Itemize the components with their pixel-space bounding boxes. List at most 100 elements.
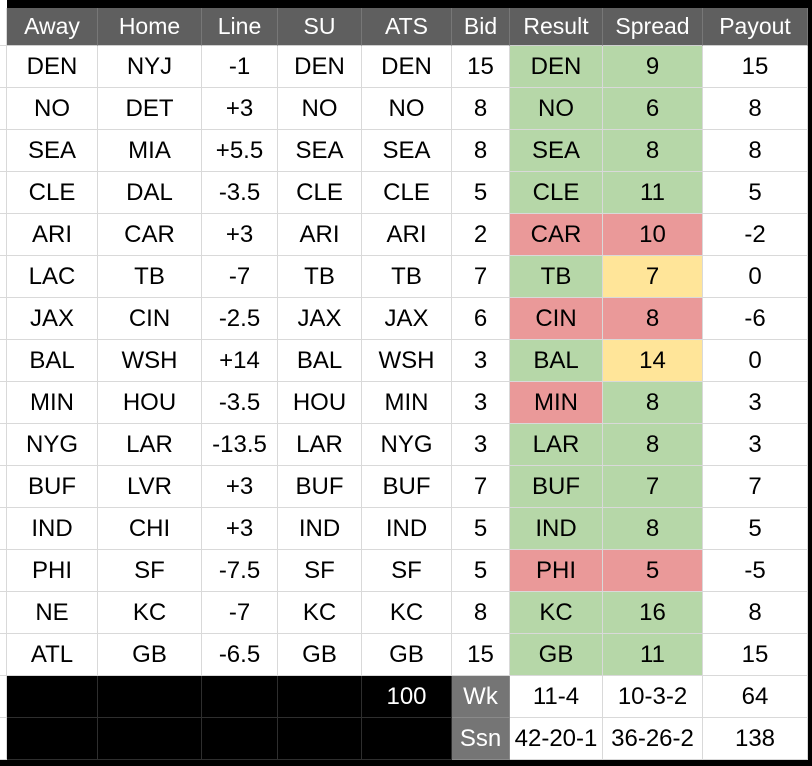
bid-cell[interactable]: 7 [452, 256, 510, 298]
season-su-cell[interactable] [278, 718, 362, 760]
away-cell[interactable]: PHI [7, 550, 98, 592]
away-cell[interactable]: ARI [7, 214, 98, 256]
header-away[interactable]: Away [7, 8, 98, 46]
payout-cell[interactable]: 8 [703, 130, 808, 172]
header-home[interactable]: Home [98, 8, 202, 46]
result-cell[interactable]: CAR [510, 214, 603, 256]
payout-cell[interactable]: 8 [703, 592, 808, 634]
line-cell[interactable]: -7 [202, 592, 278, 634]
result-cell[interactable]: SEA [510, 130, 603, 172]
home-cell[interactable]: CHI [98, 508, 202, 550]
payout-cell[interactable]: -2 [703, 214, 808, 256]
away-cell[interactable]: JAX [7, 298, 98, 340]
home-cell[interactable]: LVR [98, 466, 202, 508]
result-cell[interactable]: PHI [510, 550, 603, 592]
ats-cell[interactable]: NO [362, 88, 452, 130]
week-home-cell[interactable] [98, 676, 202, 718]
payout-cell[interactable]: 7 [703, 466, 808, 508]
spread-cell[interactable]: 10 [603, 214, 703, 256]
bid-total-cell[interactable]: 100 [362, 676, 452, 718]
season-ats-cell[interactable] [362, 718, 452, 760]
bid-cell[interactable]: 7 [452, 466, 510, 508]
ats-cell[interactable]: CLE [362, 172, 452, 214]
payout-cell[interactable]: -6 [703, 298, 808, 340]
ats-cell[interactable]: ARI [362, 214, 452, 256]
ats-cell[interactable]: SF [362, 550, 452, 592]
spread-cell[interactable]: 8 [603, 382, 703, 424]
week-spread-cell[interactable]: 10-3-2 [603, 676, 703, 718]
spread-cell[interactable]: 14 [603, 340, 703, 382]
season-spread-cell[interactable]: 36-26-2 [603, 718, 703, 760]
result-cell[interactable]: KC [510, 592, 603, 634]
line-cell[interactable]: +3 [202, 466, 278, 508]
home-cell[interactable]: DET [98, 88, 202, 130]
result-cell[interactable]: TB [510, 256, 603, 298]
home-cell[interactable]: CIN [98, 298, 202, 340]
payout-cell[interactable]: 15 [703, 46, 808, 88]
away-cell[interactable]: BUF [7, 466, 98, 508]
spread-cell[interactable]: 16 [603, 592, 703, 634]
header-result[interactable]: Result [510, 8, 603, 46]
week-payout-cell[interactable]: 64 [703, 676, 808, 718]
bid-cell[interactable]: 8 [452, 130, 510, 172]
season-home-cell[interactable] [98, 718, 202, 760]
spread-cell[interactable]: 8 [603, 508, 703, 550]
ats-cell[interactable]: WSH [362, 340, 452, 382]
ats-cell[interactable]: BUF [362, 466, 452, 508]
home-cell[interactable]: SF [98, 550, 202, 592]
bid-cell[interactable]: 3 [452, 424, 510, 466]
result-cell[interactable]: GB [510, 634, 603, 676]
payout-cell[interactable]: 3 [703, 424, 808, 466]
result-cell[interactable]: MIN [510, 382, 603, 424]
line-cell[interactable]: -1 [202, 46, 278, 88]
line-cell[interactable]: +3 [202, 214, 278, 256]
result-cell[interactable]: BAL [510, 340, 603, 382]
payout-cell[interactable]: 5 [703, 172, 808, 214]
su-cell[interactable]: IND [278, 508, 362, 550]
su-cell[interactable]: JAX [278, 298, 362, 340]
bid-cell[interactable]: 3 [452, 340, 510, 382]
payout-cell[interactable]: 15 [703, 634, 808, 676]
su-cell[interactable]: BUF [278, 466, 362, 508]
payout-cell[interactable]: 0 [703, 340, 808, 382]
payout-cell[interactable]: 8 [703, 88, 808, 130]
away-cell[interactable]: ATL [7, 634, 98, 676]
week-line-cell[interactable] [202, 676, 278, 718]
bid-cell[interactable]: 8 [452, 592, 510, 634]
bid-cell[interactable]: 15 [452, 46, 510, 88]
su-cell[interactable]: DEN [278, 46, 362, 88]
su-cell[interactable]: LAR [278, 424, 362, 466]
su-cell[interactable]: CLE [278, 172, 362, 214]
ats-cell[interactable]: TB [362, 256, 452, 298]
su-cell[interactable]: HOU [278, 382, 362, 424]
header-su[interactable]: SU [278, 8, 362, 46]
spread-cell[interactable]: 11 [603, 172, 703, 214]
ats-cell[interactable]: IND [362, 508, 452, 550]
line-cell[interactable]: -3.5 [202, 172, 278, 214]
header-line[interactable]: Line [202, 8, 278, 46]
ats-cell[interactable]: KC [362, 592, 452, 634]
home-cell[interactable]: NYJ [98, 46, 202, 88]
su-cell[interactable]: SEA [278, 130, 362, 172]
away-cell[interactable]: SEA [7, 130, 98, 172]
payout-cell[interactable]: 3 [703, 382, 808, 424]
week-su-cell[interactable] [278, 676, 362, 718]
bid-cell[interactable]: 15 [452, 634, 510, 676]
spread-cell[interactable]: 6 [603, 88, 703, 130]
line-cell[interactable]: -7 [202, 256, 278, 298]
result-cell[interactable]: IND [510, 508, 603, 550]
line-cell[interactable]: -7.5 [202, 550, 278, 592]
bid-cell[interactable]: 6 [452, 298, 510, 340]
result-cell[interactable]: NO [510, 88, 603, 130]
spread-cell[interactable]: 8 [603, 130, 703, 172]
home-cell[interactable]: MIA [98, 130, 202, 172]
season-payout-cell[interactable]: 138 [703, 718, 808, 760]
line-cell[interactable]: +5.5 [202, 130, 278, 172]
su-cell[interactable]: BAL [278, 340, 362, 382]
result-cell[interactable]: CIN [510, 298, 603, 340]
spread-cell[interactable]: 9 [603, 46, 703, 88]
su-cell[interactable]: GB [278, 634, 362, 676]
home-cell[interactable]: TB [98, 256, 202, 298]
season-result-cell[interactable]: 42-20-1 [510, 718, 603, 760]
spread-cell[interactable]: 7 [603, 466, 703, 508]
